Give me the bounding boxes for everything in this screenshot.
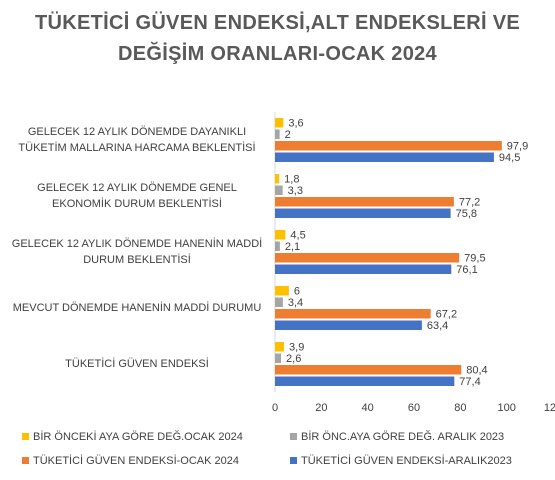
bar (275, 141, 502, 151)
bar (275, 129, 280, 139)
legend-swatch (290, 457, 297, 464)
legend-label: BİR ÖNCEKİ AYA GÖRE DEĞ.OCAK 2024 (33, 430, 243, 443)
x-tick-label: 120 (544, 402, 555, 414)
legend-label: BİR ÖNC.AYA GÖRE DEĞ. ARALIK 2023 (301, 430, 504, 443)
data-label: 63,4 (427, 320, 448, 332)
data-label: 77,4 (459, 376, 480, 388)
x-tick-label: 60 (408, 402, 420, 414)
data-label: 75,8 (456, 208, 477, 220)
y-tick-label: GELECEK 12 AYLIK DÖNEMDE DAYANIKLI TÜKET… (18, 126, 256, 154)
bar (275, 174, 280, 184)
data-label: 94,5 (499, 152, 520, 164)
bar (275, 320, 422, 330)
data-label: 77,2 (459, 197, 480, 209)
bar (275, 342, 285, 352)
data-label: 3,6 (288, 118, 303, 130)
legend-swatch (22, 457, 29, 464)
y-tick-label: GELECEK 12 AYLIK DÖNEMDE GENEL EKONOMİK … (37, 182, 237, 210)
bar (275, 376, 455, 386)
bar (275, 309, 431, 319)
y-tick-label: GELECEK 12 AYLIK DÖNEMDE HANENİN MADDİ D… (11, 238, 263, 266)
bar (275, 118, 284, 128)
data-label: 79,5 (464, 253, 485, 265)
data-label: 6 (294, 286, 300, 298)
legend-swatch (22, 433, 29, 440)
data-label: 3,3 (288, 185, 303, 197)
x-tick-label: 0 (272, 402, 278, 414)
data-label: 97,9 (507, 141, 528, 153)
data-label: 1,8 (284, 174, 299, 186)
y-tick-label: MEVCUT DÖNEMDE HANENİN MADDİ DURUMU (12, 302, 262, 314)
legend-label: TÜKETİCİ GÜVEN ENDEKSİ-OCAK 2024 (33, 454, 239, 467)
bar (275, 208, 451, 218)
data-label: 2,1 (285, 241, 300, 253)
data-label: 3,4 (288, 297, 303, 309)
bar (275, 253, 460, 263)
bar (275, 197, 454, 207)
data-label: 4,5 (290, 230, 305, 242)
x-tick-label: 80 (454, 402, 466, 414)
bar (275, 353, 282, 363)
data-label: 3,9 (289, 342, 304, 354)
y-tick-label: TÜKETİCİ GÜVEN ENDEKSİ (65, 358, 209, 370)
data-label: 76,1 (456, 264, 477, 276)
x-tick-label: 20 (315, 402, 327, 414)
bar (275, 230, 286, 240)
data-label: 67,2 (436, 309, 457, 321)
bar (275, 152, 494, 162)
legend-label: TÜKETİCİ GÜVEN ENDEKSİ-ARALIK2023 (301, 454, 512, 467)
bar (275, 365, 462, 375)
bar (275, 264, 452, 274)
chart-title: TÜKETİCİ GÜVEN ENDEKSİ,ALT ENDEKSLERİ VE… (34, 12, 520, 65)
data-label: 2,6 (286, 353, 301, 365)
bar (275, 185, 283, 195)
bar (275, 297, 283, 307)
x-tick-label: 100 (497, 402, 515, 414)
bar (275, 241, 280, 251)
bar (275, 286, 289, 296)
data-label: 80,4 (466, 365, 487, 377)
x-tick-label: 40 (362, 402, 374, 414)
legend-swatch (290, 433, 297, 440)
data-label: 2 (285, 129, 291, 141)
